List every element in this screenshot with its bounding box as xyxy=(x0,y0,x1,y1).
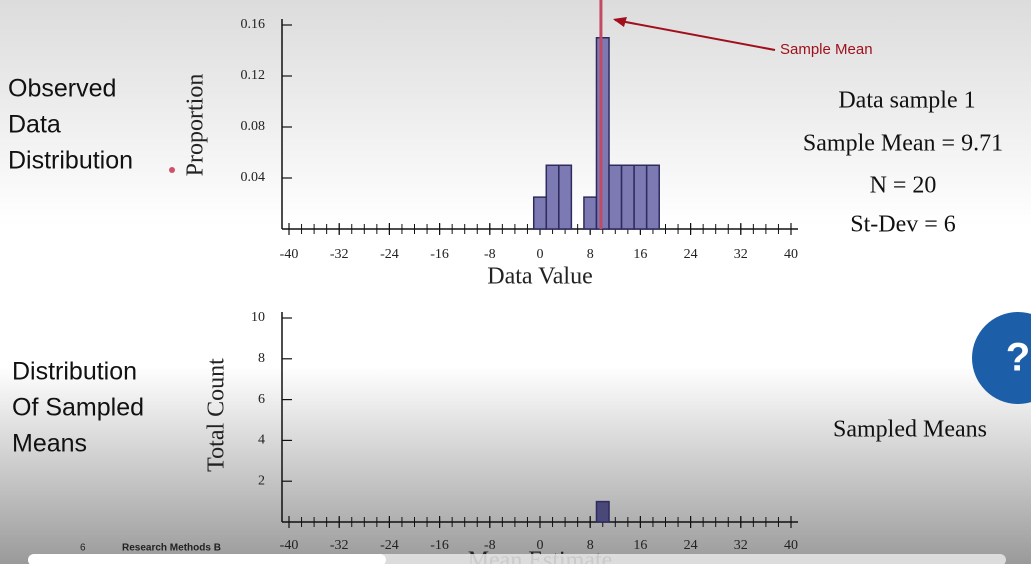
y-axis-label: Proportion xyxy=(183,74,209,177)
y-tick-label: 6 xyxy=(258,392,265,407)
info-text: N = 20 xyxy=(870,173,937,199)
bar xyxy=(595,37,610,230)
bar xyxy=(558,164,573,230)
x-tick-label: -40 xyxy=(280,247,299,262)
x-tick-label: 0 xyxy=(537,538,544,553)
x-axis-label: Data Value xyxy=(487,264,593,290)
y-axis-label: Total Count xyxy=(204,358,230,472)
x-tick-label: 8 xyxy=(587,247,594,262)
cursor-dot xyxy=(169,167,175,173)
side-label: Data xyxy=(8,111,61,139)
x-tick-label: 24 xyxy=(684,538,698,553)
progress-played xyxy=(28,554,386,564)
x-tick-label: -32 xyxy=(330,247,349,262)
x-tick-label: 16 xyxy=(633,538,647,553)
footer-title: Research Methods B xyxy=(122,543,221,554)
info-text: Data sample 1 xyxy=(838,88,975,114)
y-tick-label: 10 xyxy=(251,310,265,325)
side-label: Observed xyxy=(8,75,116,103)
info-text: St-Dev = 6 xyxy=(850,212,956,238)
x-tick-label: 0 xyxy=(537,247,544,262)
y-tick-label: 0.08 xyxy=(241,119,266,134)
bar xyxy=(620,164,635,230)
y-tick-label: 4 xyxy=(258,433,265,448)
x-tick-label: 16 xyxy=(633,247,647,262)
x-tick-label: -24 xyxy=(380,247,399,262)
side-label: Of Sampled xyxy=(12,394,144,422)
help-button[interactable] xyxy=(972,312,1031,404)
y-tick-label: 0.12 xyxy=(241,68,266,83)
x-tick-label: -40 xyxy=(280,538,299,553)
x-tick-label: 32 xyxy=(734,538,748,553)
info-text: Sampled Means xyxy=(833,417,987,443)
annotation: Sample Mean xyxy=(780,41,873,58)
side-label: Distribution xyxy=(12,358,137,386)
x-tick-label: -16 xyxy=(430,538,449,553)
annotation-arrow xyxy=(614,19,776,51)
footer-page: 6 xyxy=(80,543,86,554)
x-tick-label: -8 xyxy=(484,538,496,553)
x-tick-label: -8 xyxy=(484,247,496,262)
y-tick-label: 0.04 xyxy=(241,170,266,185)
arrow-head xyxy=(612,17,627,27)
help-icon: ? xyxy=(1006,336,1030,380)
y-tick-label: 0.16 xyxy=(241,17,266,32)
bar xyxy=(645,164,660,230)
y-tick-label: 2 xyxy=(258,473,265,488)
x-tick-label: 40 xyxy=(784,247,798,262)
bar xyxy=(595,500,610,523)
side-label: Distribution xyxy=(8,147,133,175)
x-tick-label: 32 xyxy=(734,247,748,262)
x-tick-label: 40 xyxy=(784,538,798,553)
bar xyxy=(532,196,548,230)
bar xyxy=(608,164,623,230)
bar xyxy=(545,164,560,230)
bar xyxy=(633,164,648,230)
x-tick-label: 8 xyxy=(587,538,594,553)
y-tick-label: 8 xyxy=(258,351,265,366)
x-tick-label: 24 xyxy=(684,247,698,262)
side-label: Means xyxy=(12,430,87,458)
bar xyxy=(583,196,598,230)
info-text: Sample Mean = 9.71 xyxy=(803,131,1003,157)
x-tick-label: -24 xyxy=(380,538,399,553)
x-tick-label: -16 xyxy=(430,247,449,262)
x-tick-label: -32 xyxy=(330,538,349,553)
